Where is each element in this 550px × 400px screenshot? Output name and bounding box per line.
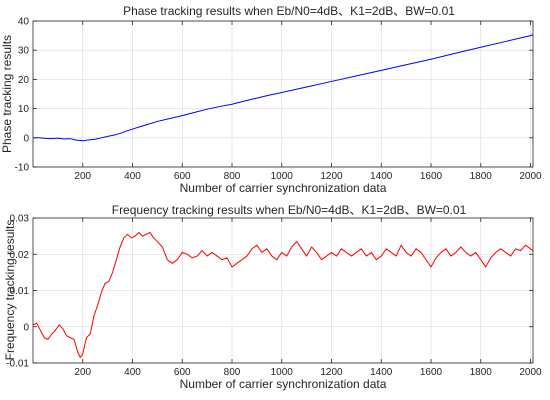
frequency-x-tick-label: 2000 <box>519 367 542 378</box>
frequency-y-tick-label: -0.01 <box>6 359 29 370</box>
frequency-y-tick-label: 0.02 <box>10 250 30 261</box>
frequency-x-tick-label: 1800 <box>470 367 493 378</box>
phase-y-tick-label: 40 <box>18 17 30 28</box>
frequency-x-tick-label: 200 <box>74 367 91 378</box>
frequency-x-tick-label: 600 <box>174 367 191 378</box>
frequency-x-tick-label: 1600 <box>420 367 443 378</box>
phase-tracking-chart: Phase tracking results when Eb/N0=4dB、K1… <box>0 4 542 195</box>
phase-x-axis-label: Number of carrier synchronization data <box>180 181 387 195</box>
phase-x-tick-label: 2000 <box>519 171 542 182</box>
frequency-series-group <box>32 232 534 359</box>
phase-y-ticks: -10 0 10 20 30 40 <box>15 17 533 174</box>
frequency-x-tick-label: 1000 <box>271 367 294 378</box>
phase-y-tick-label: -10 <box>15 163 30 174</box>
frequency-y-axis-label: Frequency tracking results <box>3 220 17 361</box>
phase-y-tick-label: 30 <box>18 46 30 57</box>
frequency-chart-title: Frequency tracking results when Eb/N0=4d… <box>112 203 467 217</box>
frequency-x-tick-label: 1200 <box>320 367 343 378</box>
frequency-y-ticks: -0.01 0 0.01 0.02 0.03 <box>6 214 533 370</box>
frequency-x-tick-label: 400 <box>124 367 141 378</box>
frequency-tracking-chart: Frequency tracking results when Eb/N0=4d… <box>3 203 542 391</box>
frequency-x-axis-label: Number of carrier synchronization data <box>180 377 387 391</box>
phase-x-tick-label: 200 <box>74 171 91 182</box>
phase-y-tick-label: 10 <box>18 104 30 115</box>
phase-x-ticks: 200 400 600 800 1000 1200 1400 1600 1800 2000 <box>74 21 542 182</box>
phase-series-line <box>33 34 534 142</box>
phase-x-tick-label: 1400 <box>370 171 393 182</box>
phase-x-tick-label: 1800 <box>470 171 493 182</box>
phase-y-axis-label: Phase tracking results <box>0 35 14 153</box>
phase-x-tick-label: 1600 <box>420 171 443 182</box>
phase-y-tick-label: 20 <box>18 75 30 86</box>
phase-x-tick-label: 600 <box>174 171 191 182</box>
phase-plot-frame <box>32 20 534 168</box>
phase-plot-area <box>33 21 533 167</box>
phase-x-tick-label: 1200 <box>320 171 343 182</box>
frequency-y-tick-label: 0.03 <box>10 214 30 225</box>
phase-x-tick-label: 1000 <box>271 171 294 182</box>
frequency-x-tick-label: 800 <box>224 367 241 378</box>
frequency-x-tick-label: 1400 <box>370 367 393 378</box>
frequency-y-tick-label: 0 <box>23 322 29 333</box>
phase-series-group <box>33 34 534 142</box>
phase-x-tick-label: 400 <box>124 171 141 182</box>
phase-y-tick-label: 0 <box>23 133 29 144</box>
phase-chart-title: Phase tracking results when Eb/N0=4dB、K1… <box>123 4 455 18</box>
frequency-y-tick-label: 0.01 <box>10 286 30 297</box>
frequency-x-ticks: 200 400 600 800 1000 1200 1400 1600 1800 2000 <box>74 218 542 378</box>
frequency-series-line <box>32 232 534 359</box>
phase-x-tick-label: 800 <box>224 171 241 182</box>
